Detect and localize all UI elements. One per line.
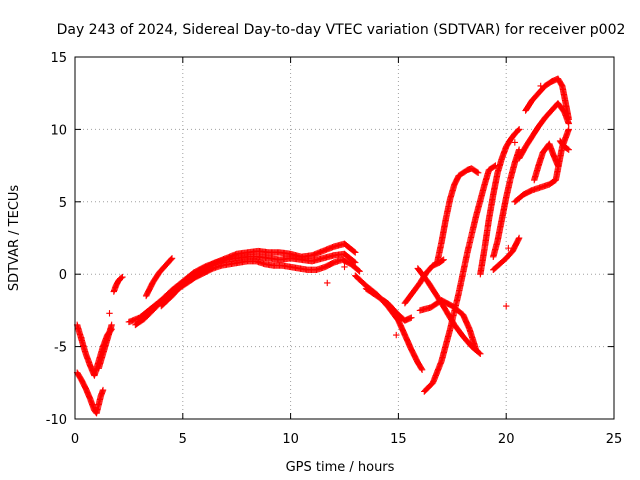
data-point	[505, 244, 512, 252]
series-arc-j	[362, 285, 415, 324]
data-point	[418, 366, 426, 373]
data-point	[341, 263, 348, 271]
x-tick-label: 0	[71, 432, 79, 447]
y-tick-label: -10	[46, 413, 67, 428]
series-arc-o	[434, 165, 482, 266]
x-axis-label: GPS time / hours	[286, 460, 395, 475]
data-points	[73, 75, 572, 417]
data-point	[352, 249, 359, 256]
series-arc-q	[490, 146, 523, 261]
series-arc-s	[511, 126, 572, 205]
series-arc-d	[110, 273, 126, 295]
data-point	[106, 310, 113, 317]
data-point	[168, 255, 175, 263]
data-point	[324, 279, 331, 287]
data-point	[537, 82, 544, 90]
series-arc-v	[531, 140, 562, 184]
plot-frame	[74, 56, 615, 420]
series-arc-h	[158, 240, 359, 310]
series-arc-g	[142, 255, 176, 300]
x-tick-labels: 0 5 10 15 20 25	[71, 432, 622, 447]
data-point	[554, 162, 562, 169]
data-point	[99, 386, 107, 394]
series-arc-b	[73, 369, 107, 417]
data-point	[515, 126, 523, 133]
y-tick-label: -5	[54, 341, 67, 356]
series-arc-c	[95, 321, 115, 372]
series-arc-l	[414, 265, 484, 358]
data-point	[511, 139, 519, 146]
data-point	[440, 256, 447, 263]
series-arc-w	[556, 137, 572, 153]
series-arc-n	[421, 162, 499, 395]
data-point	[418, 365, 425, 372]
series-arc-r	[490, 234, 523, 274]
y-tick-label: 15	[50, 51, 67, 66]
y-tick-label: 0	[59, 268, 67, 283]
x-tick-label: 5	[179, 432, 187, 447]
data-point	[108, 321, 115, 329]
data-point	[565, 116, 572, 123]
data-point	[565, 126, 572, 133]
chart-title: Day 243 of 2024, Sidereal Day-to-day VTE…	[57, 22, 626, 38]
data-point	[119, 273, 126, 281]
data-point	[168, 255, 176, 262]
data-point	[565, 146, 572, 153]
y-axis-label: SDTVAR / TECUs	[7, 185, 22, 292]
grid-lines	[75, 57, 614, 419]
series-isolated	[78, 82, 544, 342]
data-point	[472, 346, 480, 353]
data-point	[351, 248, 358, 255]
data-point	[476, 349, 483, 357]
data-point	[78, 334, 85, 342]
y-tick-label: 5	[59, 196, 67, 211]
x-tick-label: 20	[498, 432, 515, 447]
series-arc-t	[515, 100, 572, 162]
series-arc-p	[477, 126, 523, 278]
data-point	[408, 314, 415, 321]
data-point	[355, 267, 362, 274]
series-arc-u	[522, 75, 572, 123]
data-point	[118, 274, 125, 282]
x-tick-label: 15	[390, 432, 407, 447]
data-point	[515, 127, 522, 134]
y-tick-label: 10	[50, 123, 67, 138]
data-point	[503, 302, 510, 310]
data-point	[564, 145, 571, 153]
data-point	[477, 350, 484, 358]
data-point	[393, 331, 400, 339]
data-point	[356, 268, 363, 275]
tick-marks	[74, 56, 615, 420]
data-point	[515, 234, 523, 242]
x-tick-label: 25	[606, 432, 623, 447]
y-tick-labels: -10 -5 0 5 10 15	[46, 51, 67, 428]
data-point	[473, 168, 481, 176]
x-tick-label: 10	[282, 432, 299, 447]
data-point	[474, 169, 482, 177]
